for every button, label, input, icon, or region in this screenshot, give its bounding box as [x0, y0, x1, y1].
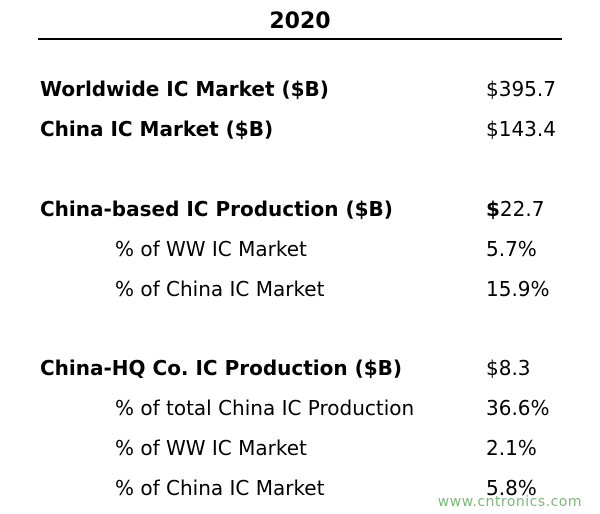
dollar-sign: $ — [486, 197, 500, 221]
table-row: % of China IC Market 15.9% — [0, 274, 600, 304]
row-label-worldwide-ic-market: Worldwide IC Market ($B) — [40, 77, 329, 101]
row-value-china-based-ic-production: $22.7 — [486, 194, 544, 224]
row-value-hq-pct-china: 5.8% — [486, 476, 537, 500]
row-value-cb-pct-ww: 5.7% — [486, 237, 537, 261]
row-label-cb-pct-china: % of China IC Market — [115, 277, 325, 301]
table-row: Worldwide IC Market ($B) $395.7 — [0, 74, 600, 104]
row-label-hq-pct-total-china: % of total China IC Production — [115, 396, 415, 420]
row-label-cb-pct-ww: % of WW IC Market — [115, 237, 307, 261]
row-label-china-based-ic-production: China-based IC Production ($B) — [40, 197, 393, 221]
row-value-worldwide-ic-market: $395.7 — [486, 77, 556, 101]
row-value-china-ic-market: $143.4 — [486, 117, 556, 141]
header-divider — [38, 38, 562, 40]
value-number: 22.7 — [499, 197, 545, 221]
row-label-china-hq-ic-production: China-HQ Co. IC Production ($B) — [40, 356, 403, 380]
site-watermark: www.cntronics.com — [437, 494, 582, 510]
row-value-hq-pct-ww: 2.1% — [486, 436, 537, 460]
table-row: China IC Market ($B) $143.4 — [0, 114, 600, 144]
row-label-hq-pct-ww: % of WW IC Market — [115, 436, 307, 460]
row-value-china-hq-ic-production: $8.3 — [486, 356, 531, 380]
table-row: % of WW IC Market 2.1% — [0, 433, 600, 463]
row-value-hq-pct-total-china: 36.6% — [486, 396, 550, 420]
row-label-hq-pct-china: % of China IC Market — [115, 476, 325, 500]
table-row: % of WW IC Market 5.7% — [0, 234, 600, 264]
table-row: % of total China IC Production 36.6% — [0, 393, 600, 423]
table-row: China-based IC Production ($B) $22.7 — [0, 194, 600, 224]
table-row: % of China IC Market 5.8% — [0, 473, 600, 503]
year-header: 2020 — [269, 9, 331, 34]
row-label-china-ic-market: China IC Market ($B) — [40, 117, 274, 141]
row-value-cb-pct-china: 15.9% — [486, 277, 550, 301]
table-row: China-HQ Co. IC Production ($B) $8.3 — [0, 353, 600, 383]
